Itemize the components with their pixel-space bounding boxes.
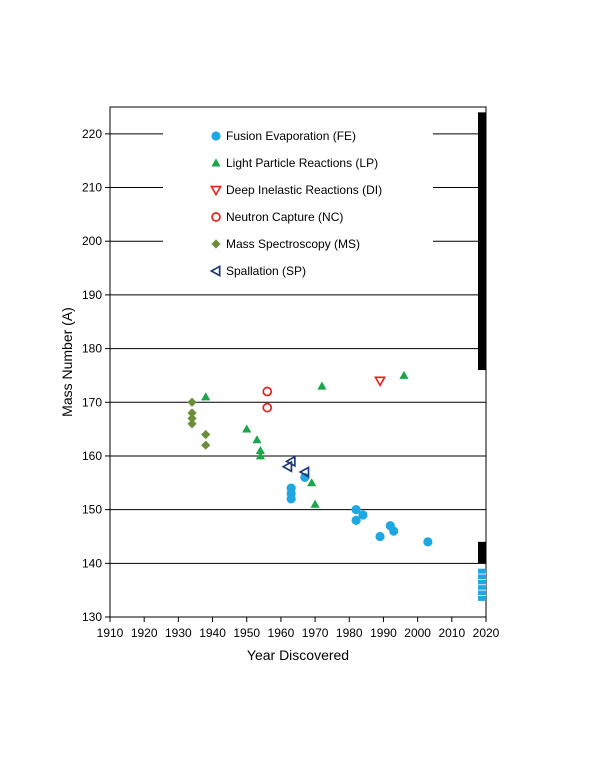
data-point (255, 451, 265, 460)
data-point (423, 537, 433, 547)
x-axis-title: Year Discovered (247, 647, 349, 663)
legend-label: Deep Inelastic Reactions (DI) (226, 183, 382, 197)
data-point (351, 515, 361, 525)
y-tick-label: 190 (82, 288, 102, 302)
data-point (374, 376, 387, 388)
data-point (389, 526, 399, 536)
plot-area (109, 106, 487, 618)
x-tick-label: 1950 (233, 626, 260, 640)
x-tick-label: 1980 (336, 626, 363, 640)
data-point (399, 370, 409, 379)
data-point (358, 510, 368, 520)
data-point (187, 419, 197, 429)
data-point (281, 460, 293, 473)
legend-label: Fusion Evaporation (FE) (226, 129, 356, 143)
y-tick-label: 130 (82, 610, 102, 624)
legend-marker (211, 158, 221, 167)
y-axis-title: Mass Number (A) (59, 307, 75, 417)
side-bar (478, 112, 486, 371)
x-tick-label: 2020 (473, 626, 500, 640)
data-point (255, 445, 265, 455)
side-bars (478, 112, 486, 601)
data-point (242, 424, 252, 433)
y-tick-label: 220 (82, 127, 102, 141)
y-tick-label: 170 (82, 395, 102, 409)
data-point (317, 381, 327, 390)
data-point (310, 499, 320, 508)
legend-label: Light Particle Reactions (LP) (226, 156, 378, 170)
data-point (262, 386, 273, 397)
y-tick-label: 140 (82, 556, 102, 570)
x-tick-label: 1930 (165, 626, 192, 640)
data-point (298, 466, 310, 479)
data-point (252, 435, 262, 444)
y-tick-label: 150 (82, 503, 102, 517)
data-point (351, 505, 361, 515)
x-tick-label: 1970 (302, 626, 329, 640)
data-points (187, 370, 433, 547)
data-point (187, 413, 197, 423)
legend-marker (211, 131, 221, 141)
legend-marker (209, 264, 221, 278)
x-tick-label: 2010 (438, 626, 465, 640)
data-point (307, 478, 317, 487)
legend-marker (210, 185, 222, 197)
x-tick-label: 1920 (131, 626, 158, 640)
gridlines (110, 133, 486, 564)
x-axis-ticks: 1910 1920 1930 1940 1950 1960 1970 1980 1990 2000… (97, 617, 500, 640)
x-tick-label: 1990 (370, 626, 397, 640)
data-point (375, 531, 385, 542)
y-tick-label: 160 (82, 449, 102, 463)
legend: Fusion Evaporation (FE) Light Particle Re… (209, 129, 382, 278)
x-tick-label: 1910 (97, 626, 124, 640)
x-tick-label: 1960 (268, 626, 295, 640)
legend-marker (211, 239, 221, 249)
y-tick-label: 200 (82, 234, 102, 248)
y-tick-label: 180 (82, 342, 102, 356)
data-point (262, 402, 273, 413)
data-point (187, 408, 197, 418)
x-tick-label: 1940 (199, 626, 226, 640)
data-point (286, 483, 296, 493)
data-point (201, 392, 211, 401)
data-point (284, 455, 296, 468)
side-bar (478, 541, 486, 564)
legend-label: Mass Spectroscopy (MS) (226, 237, 360, 251)
data-point (201, 440, 211, 450)
y-axis-ticks: 130 140 150 160 170 180 190 200 210 220 (82, 127, 110, 624)
legend-label: Spallation (SP) (226, 264, 306, 278)
y-tick-label: 210 (82, 181, 102, 195)
legend-label: Neutron Capture (NC) (226, 210, 343, 224)
data-point (187, 397, 197, 407)
x-tick-label: 2000 (404, 626, 431, 640)
legend-marker (211, 212, 221, 222)
data-point (201, 429, 211, 440)
